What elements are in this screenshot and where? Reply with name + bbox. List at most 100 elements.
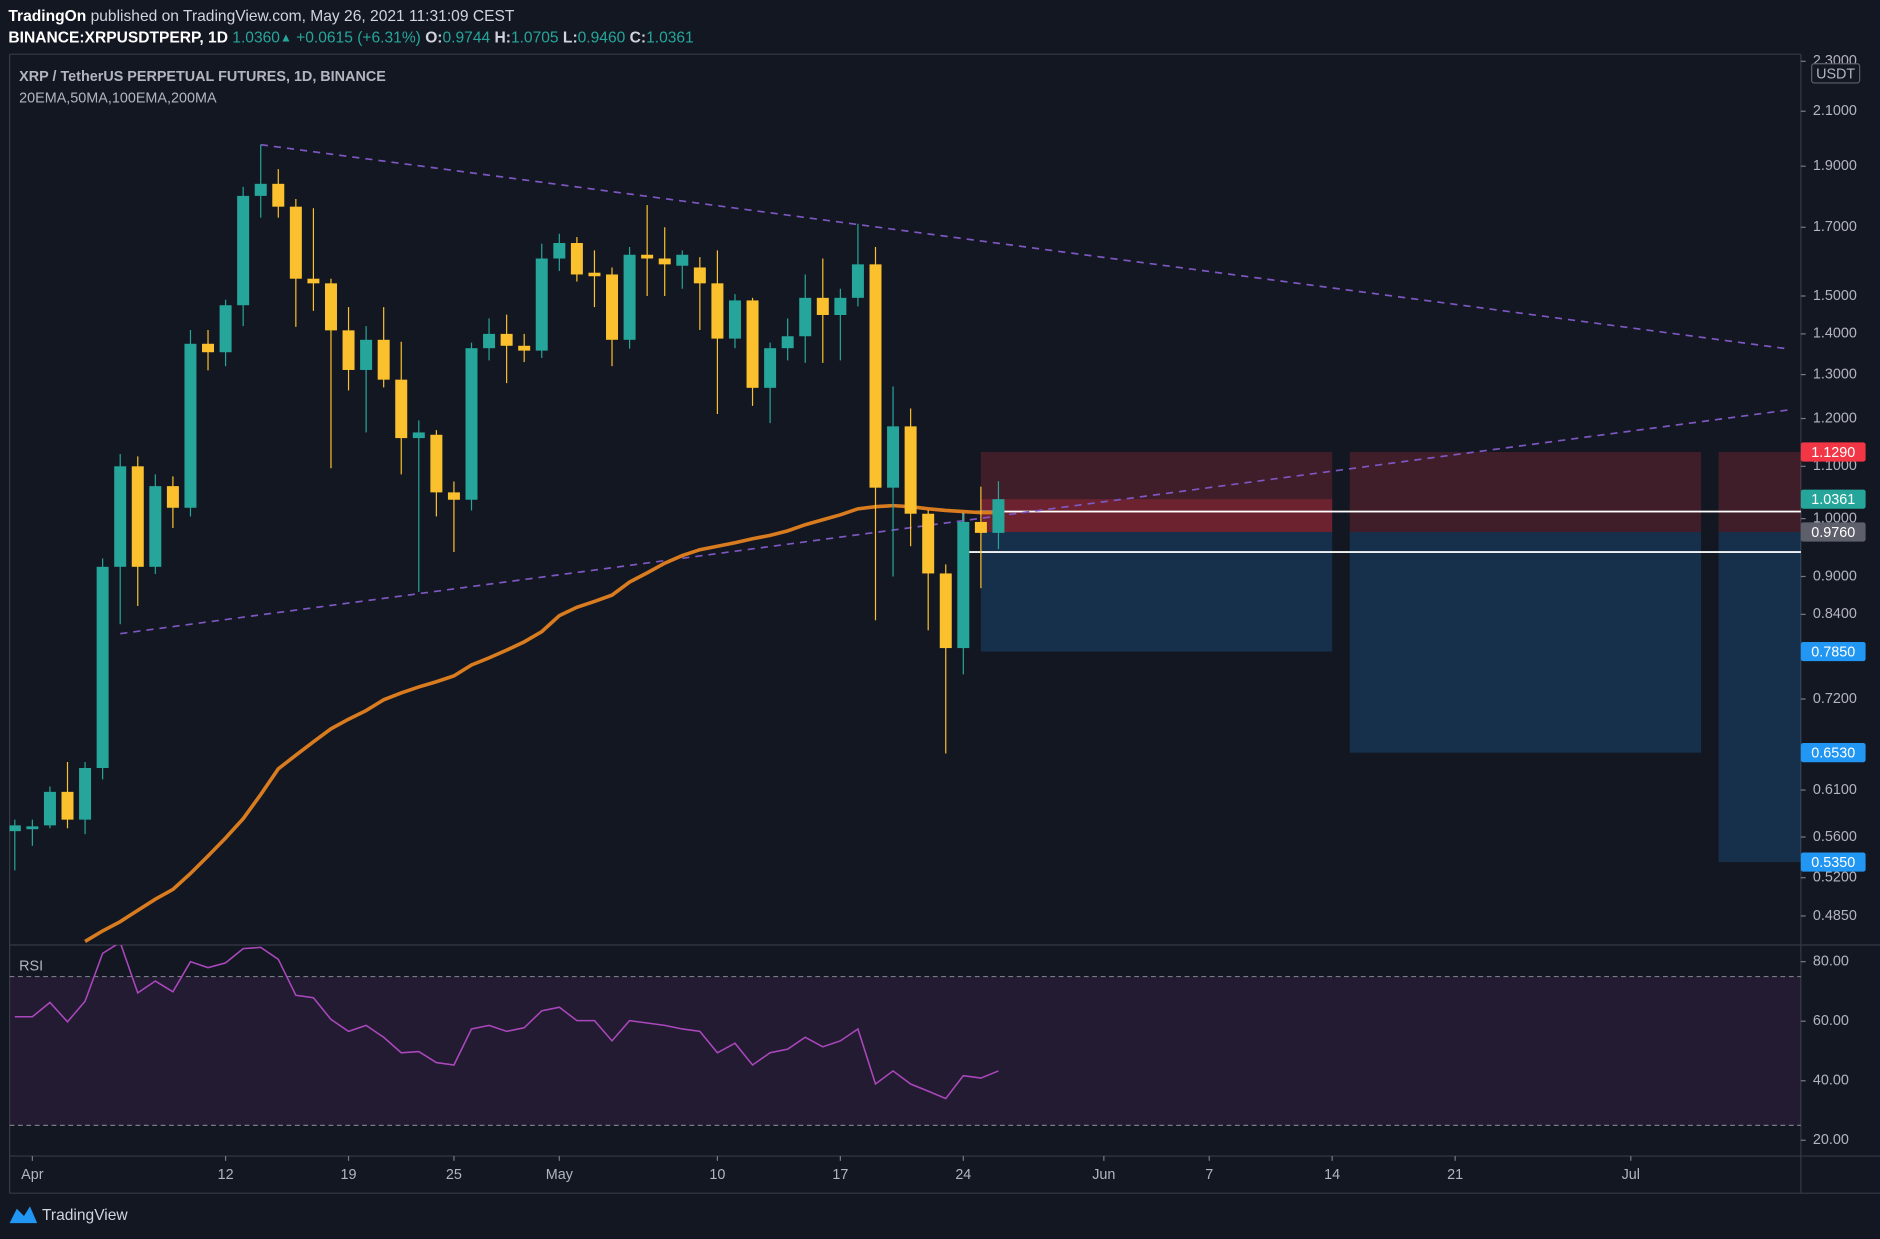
axes: 80.0060.0040.0020.002.30002.10001.90001.… <box>21 53 1866 1183</box>
y-tick-label: 0.9000 <box>1813 568 1857 584</box>
rsi-band <box>9 976 1801 1126</box>
rsi-tick-label: 80.00 <box>1813 953 1849 969</box>
price-label: 0.7850 <box>1811 645 1855 661</box>
x-tick-label: 14 <box>1324 1167 1340 1183</box>
x-tick-label: 21 <box>1447 1167 1463 1183</box>
rsi-line <box>14 945 999 1100</box>
candle-body <box>781 336 794 349</box>
x-tick-label: May <box>546 1167 574 1183</box>
footer-logo: TradingView <box>9 1206 128 1224</box>
y-tick-label: 1.9000 <box>1813 158 1857 174</box>
candle-body <box>272 183 285 207</box>
candle-body <box>535 258 548 351</box>
header-line-1: TradingOn published on TradingView.com, … <box>8 8 514 25</box>
trendline <box>120 409 1789 635</box>
price-label: 0.9760 <box>1811 525 1855 541</box>
chart-title: XRP / TetherUS PERPETUAL FUTURES, 1D, BI… <box>19 69 386 85</box>
ohlc-label: L: <box>563 30 578 47</box>
candle-body <box>79 767 92 820</box>
target-zone <box>980 531 1333 652</box>
candle-body <box>623 254 636 340</box>
candle-body <box>658 258 671 265</box>
candle-body <box>26 826 39 830</box>
moving-average <box>84 503 999 943</box>
candle-body <box>219 305 232 353</box>
x-tick-label: Apr <box>21 1167 44 1183</box>
price-label-box <box>1800 489 1866 509</box>
currency: USDT <box>1816 66 1855 82</box>
x-tick-label: 17 <box>832 1167 848 1183</box>
candle-body <box>553 243 566 259</box>
x-tick-label: 24 <box>955 1167 971 1183</box>
candle-body <box>307 278 320 284</box>
price-label: 1.1290 <box>1811 445 1855 461</box>
y-tick-label: 0.5600 <box>1813 829 1857 845</box>
y-tick-label: 1.4000 <box>1813 326 1857 342</box>
price-label-box <box>1800 852 1866 872</box>
trendline <box>260 143 1789 350</box>
candle-body <box>974 521 987 533</box>
candle-body <box>887 426 900 488</box>
stop-zone <box>980 452 1333 532</box>
candle-body <box>131 466 144 567</box>
x-tick-label: 10 <box>709 1167 725 1183</box>
candle-body <box>588 272 601 277</box>
ohlc-value: 0.9744 <box>443 30 491 47</box>
x-tick-label: 25 <box>446 1167 462 1183</box>
candle-body <box>992 499 1005 533</box>
candle-body <box>641 254 654 259</box>
candle-body <box>254 183 267 196</box>
header-line-2: BINANCE:XRPUSDTPERP, 1D 1.0360▲ +0.0615 … <box>8 30 693 47</box>
candle-body <box>96 566 109 768</box>
rsi-tick-label: 60.00 <box>1813 1013 1849 1029</box>
published: published on TradingView.com, May 26, 20… <box>91 8 515 25</box>
ohlc-label: H: <box>494 30 510 47</box>
symbol: BINANCE:XRPUSDTPERP, 1D <box>8 30 228 47</box>
candle-body <box>834 297 847 315</box>
candle-body <box>518 345 531 351</box>
y-tick-label: 1.5000 <box>1813 288 1857 304</box>
y-tick-label: 0.4850 <box>1813 908 1857 924</box>
candle-body <box>728 300 741 339</box>
price-label-box <box>1800 522 1866 542</box>
candle-body <box>711 283 724 339</box>
target-zone <box>1349 531 1702 753</box>
x-tick-label: 19 <box>341 1167 357 1183</box>
ohlc-value: 1.0705 <box>511 30 559 47</box>
candle-body <box>289 206 302 279</box>
y-tick-label: 0.6100 <box>1813 782 1857 798</box>
brand: TradingView <box>42 1207 128 1224</box>
candle-body <box>377 339 390 380</box>
rsi-tick-label: 40.00 <box>1813 1073 1849 1089</box>
author: TradingOn <box>8 8 86 25</box>
candle-body <box>184 343 197 508</box>
ohlc-value: 0.9460 <box>578 30 626 47</box>
frame <box>8 53 1880 1194</box>
y-tick-label: 1.7000 <box>1813 219 1857 235</box>
candle-body <box>869 264 882 488</box>
price-pane <box>9 143 1801 943</box>
candle-body <box>360 339 373 370</box>
rsi-pane <box>9 945 1801 1126</box>
price-label: 0.5350 <box>1811 855 1855 871</box>
candle-body <box>9 825 21 832</box>
price-label: 0.6530 <box>1811 746 1855 762</box>
candle-body <box>799 297 812 337</box>
ohlc-value: 1.0361 <box>646 30 694 47</box>
candle-body <box>851 264 864 298</box>
candle-body <box>465 348 478 500</box>
candle-body <box>570 243 583 275</box>
y-tick-label: 1.3000 <box>1813 366 1857 382</box>
ohlc-label: C: <box>630 30 646 47</box>
candle-body <box>202 343 215 353</box>
candle-body <box>922 513 935 574</box>
change: +0.0615 (+6.31%) <box>296 30 421 47</box>
open-loss <box>980 499 1333 532</box>
candle-body <box>483 333 496 349</box>
price-label-box <box>1800 442 1866 462</box>
candle-body <box>61 791 74 820</box>
price-label: 1.0361 <box>1811 492 1855 508</box>
x-tick-label: 7 <box>1205 1167 1213 1183</box>
x-tick-label: 12 <box>218 1167 234 1183</box>
candle-body <box>746 300 759 388</box>
